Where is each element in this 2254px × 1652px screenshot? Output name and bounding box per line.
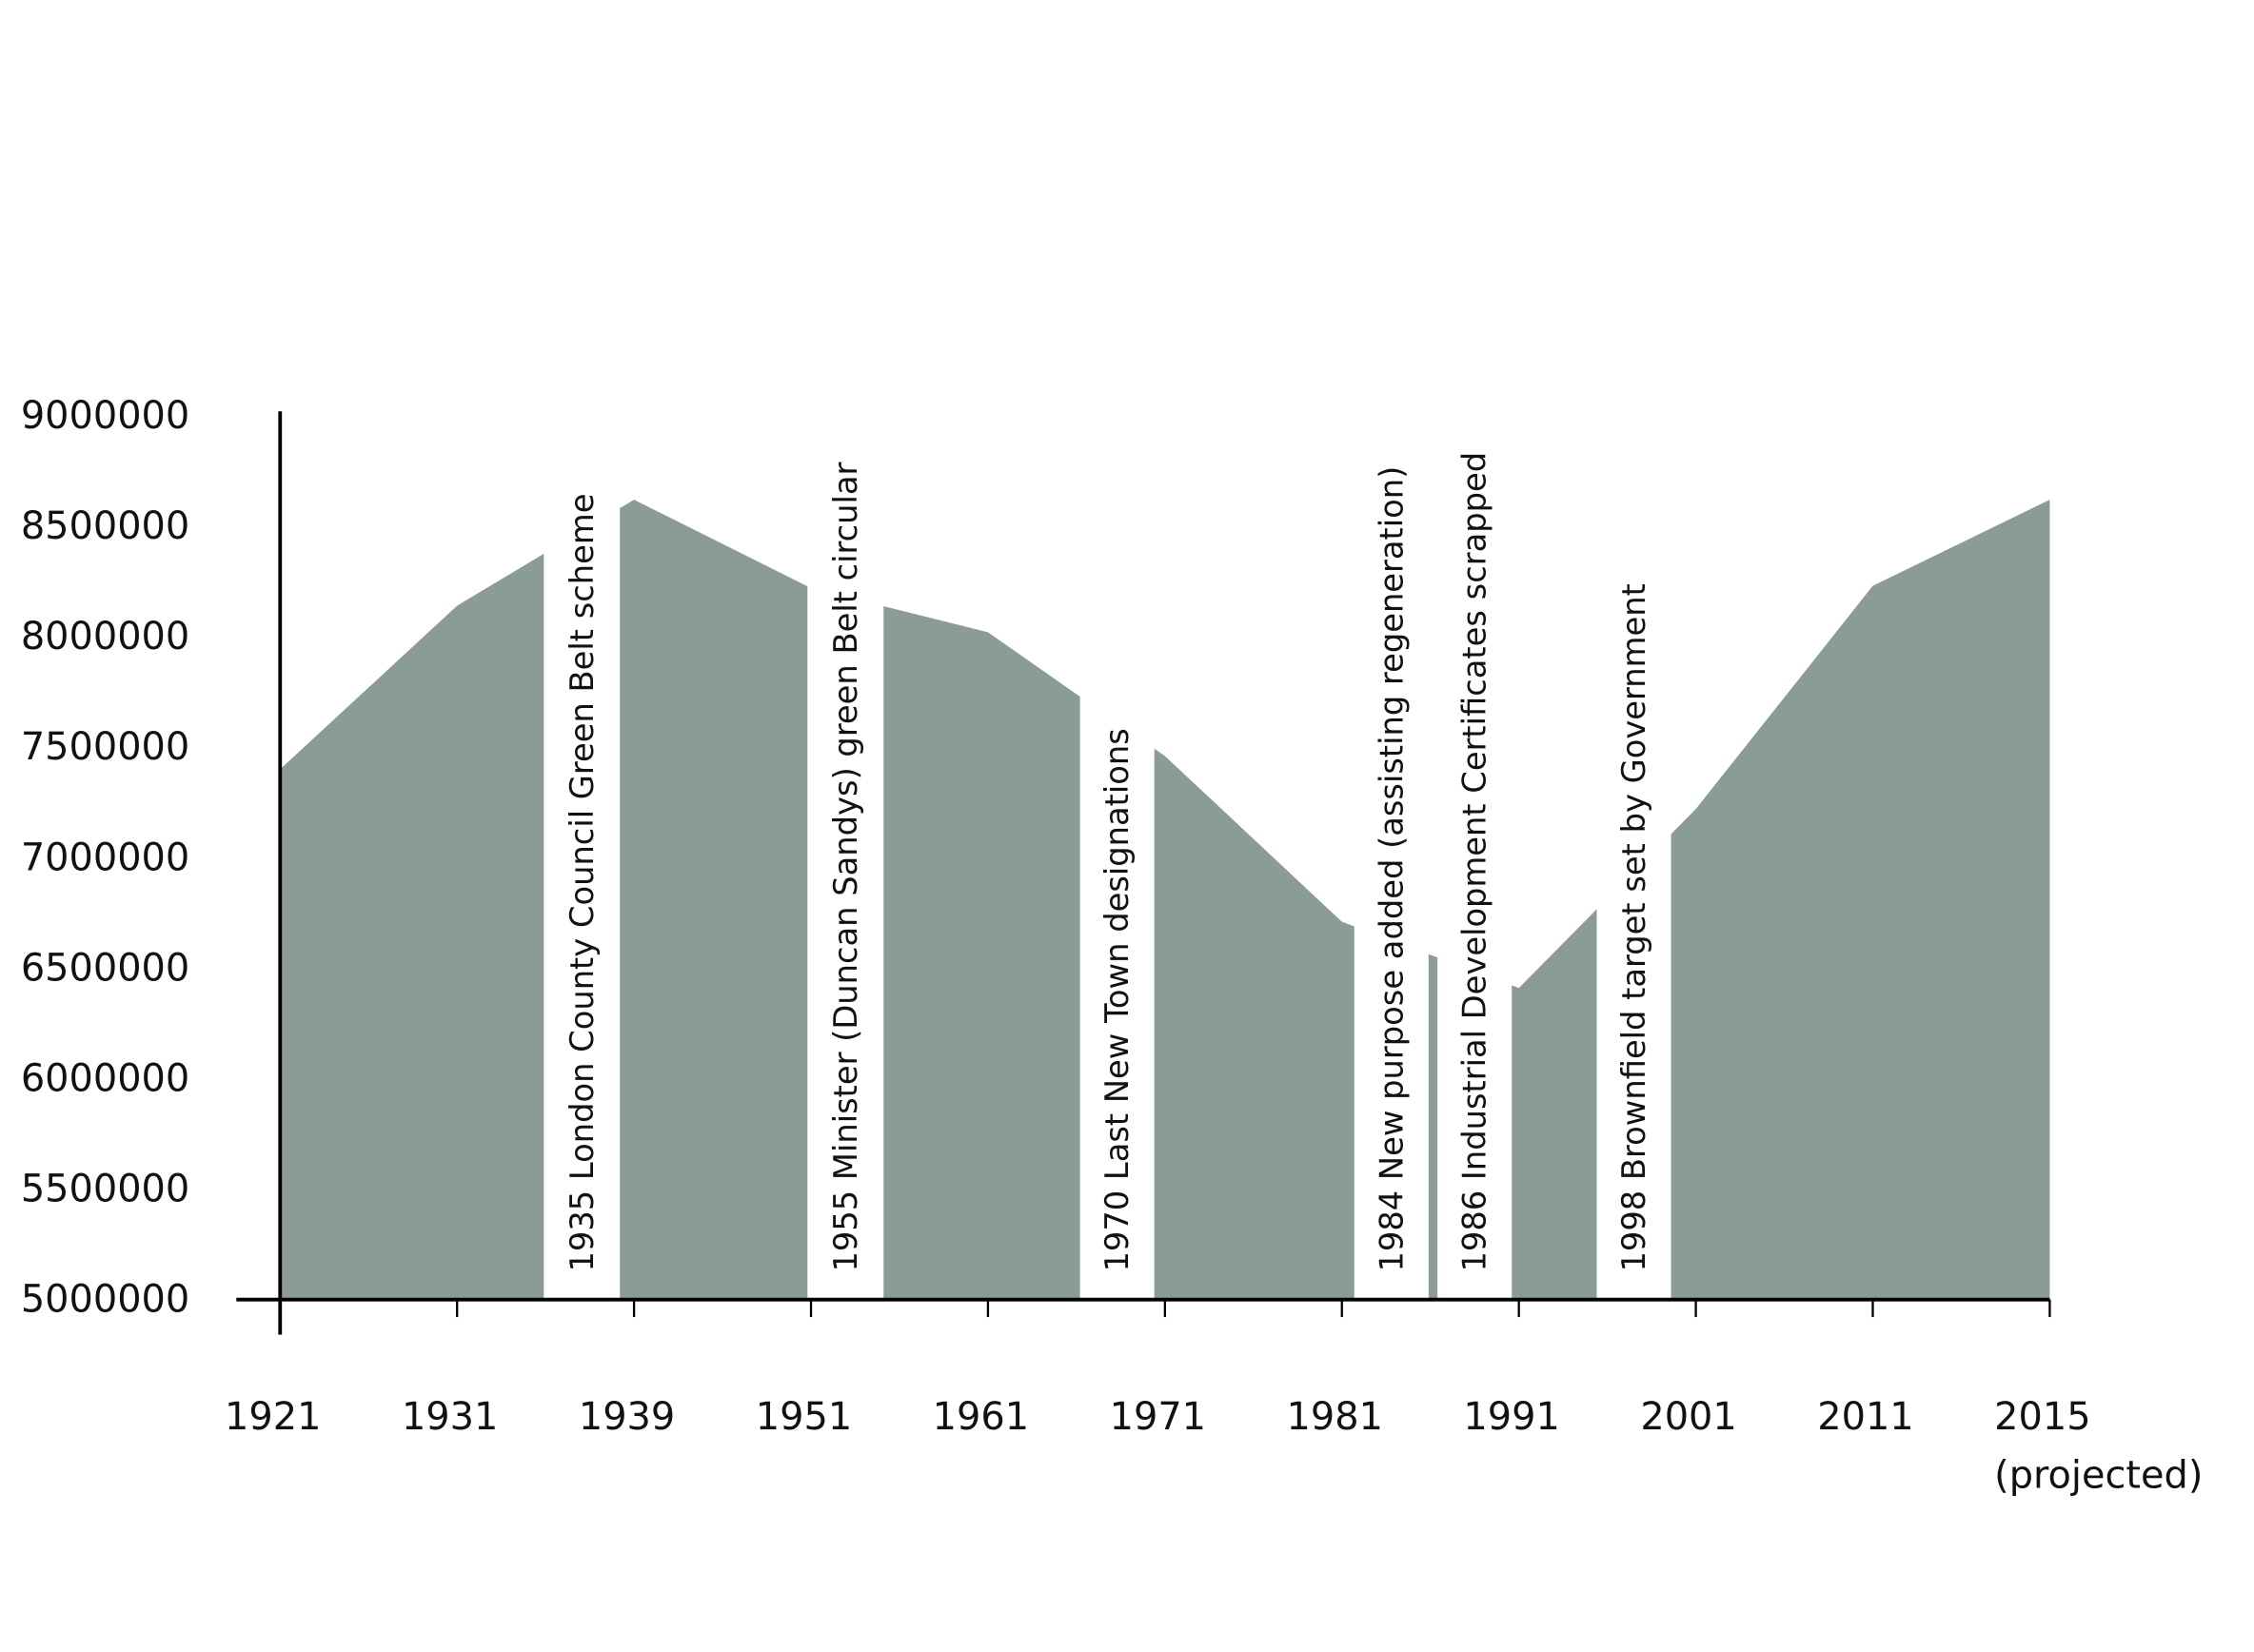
annotation-band — [1437, 401, 1513, 1299]
y-tick-label: 7000000 — [21, 836, 189, 879]
x-tick-holder: 1951 — [755, 1395, 853, 1440]
annotation: 1998 Brownfield target set by Government — [1615, 583, 1652, 1271]
y-tick-label: 9000000 — [21, 394, 189, 438]
x-tick-holder: 1981 — [1286, 1395, 1383, 1440]
x-tick-label: 2011 — [1817, 1395, 1914, 1440]
x-tick-label: 1921 — [225, 1395, 322, 1440]
x-tick-label: 1971 — [1109, 1395, 1207, 1440]
annotation: 1955 Minister (Duncan Sandys) green Belt… — [827, 462, 864, 1271]
y-tick-label: 6000000 — [21, 1056, 189, 1100]
x-tick-label: 1991 — [1463, 1395, 1560, 1440]
x-tick-holder: 1991 — [1463, 1395, 1560, 1440]
x-tick-holder: 2011 — [1817, 1395, 1914, 1440]
annotation: 1935 London County Council Green Belt sc… — [564, 494, 601, 1272]
annotation-band — [1354, 401, 1429, 1299]
annotation-band — [807, 401, 884, 1299]
annotation-band — [544, 401, 621, 1299]
x-tick-label: 1939 — [578, 1395, 676, 1440]
x-tick-holder: 2015 (projected) — [1994, 1395, 2204, 1499]
x-tick-label: 1961 — [932, 1395, 1030, 1440]
y-tick-label: 8500000 — [21, 504, 189, 548]
y-tick-label: 5000000 — [21, 1278, 189, 1322]
x-tick-label: 1951 — [755, 1395, 853, 1440]
x-tick-holder: 1971 — [1109, 1395, 1207, 1440]
annotation-band — [1079, 401, 1155, 1299]
x-tick-holder: 1961 — [932, 1395, 1030, 1440]
annotation: 1970 Last New Town designations — [1098, 728, 1136, 1271]
x-tick-holder: 1939 — [578, 1395, 676, 1440]
annotation: 1986 Industrial Development Certificates… — [1456, 452, 1493, 1272]
annotation: 1984 New purpose added (assisting regene… — [1373, 466, 1410, 1272]
x-tick-label: 1931 — [401, 1395, 499, 1440]
x-tick-label: 2015 (projected) — [1994, 1395, 2204, 1499]
x-tick-label: 2001 — [1640, 1395, 1737, 1440]
annotation-band — [1596, 401, 1671, 1299]
y-tick-label: 8000000 — [21, 615, 189, 659]
y-tick-label: 5500000 — [21, 1168, 189, 1211]
y-tick-label: 6500000 — [21, 946, 189, 990]
x-tick-label: 1981 — [1286, 1395, 1383, 1440]
x-tick-holder: 2001 — [1640, 1395, 1737, 1440]
x-tick-holder: 1931 — [401, 1395, 499, 1440]
x-tick-holder: 1921 — [225, 1395, 322, 1440]
y-tick-label: 7500000 — [21, 725, 189, 769]
